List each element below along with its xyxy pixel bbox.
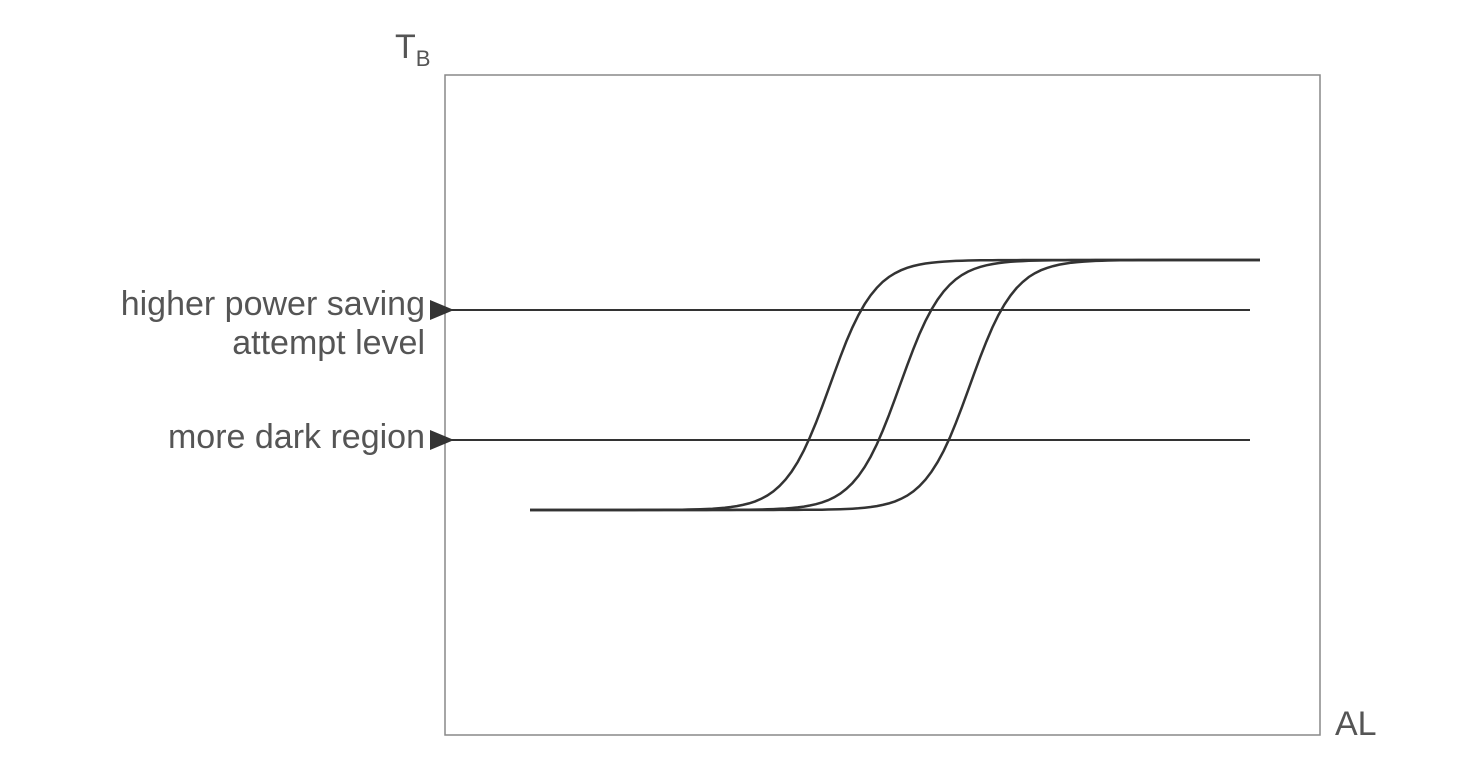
s-curve-1 [530, 260, 1260, 510]
y-axis-label-sub: B [416, 46, 431, 71]
annotation-top: higher power saving attempt level [0, 285, 425, 363]
x-axis-label: AL [1335, 705, 1377, 744]
annotation-bottom: more dark region [168, 418, 425, 457]
y-axis-label: TB [395, 28, 431, 72]
s-curve-3 [530, 260, 1260, 510]
y-axis-label-main: T [395, 28, 416, 66]
diagram-container: TB AL higher power saving attempt level … [0, 0, 1470, 784]
s-curve-2 [530, 260, 1260, 510]
chart-box [445, 75, 1320, 735]
diagram-svg [0, 0, 1470, 784]
